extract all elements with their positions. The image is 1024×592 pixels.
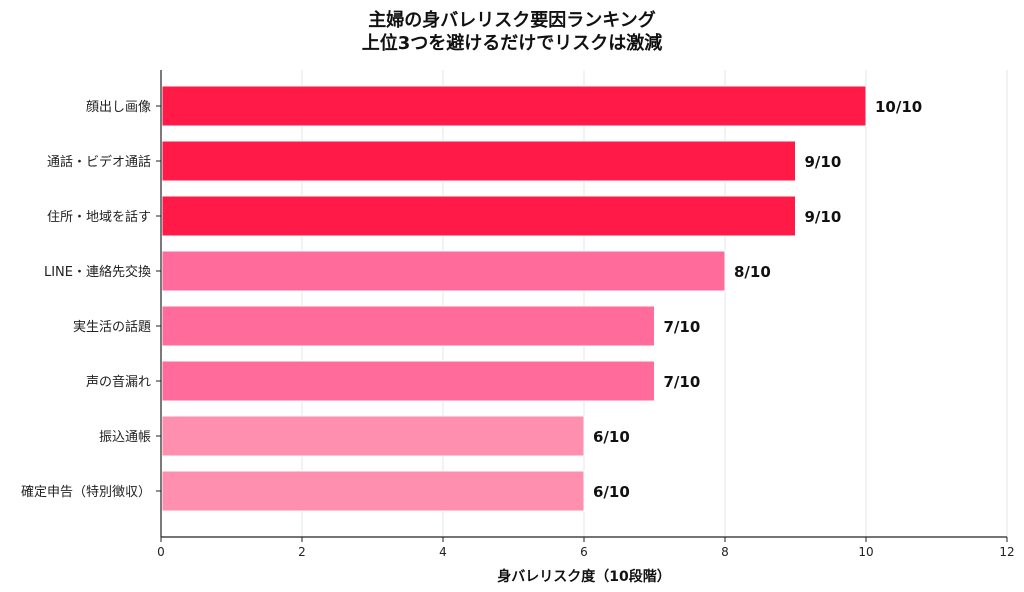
x-tick-label: 4 [439, 545, 447, 559]
label-layer: 0 2 4 6 8 10 12 顔出し画像 10/10 通話・ビデオ通話 9/10 住所・地域を話す 9… [21, 98, 1015, 559]
grid-layer [301, 70, 1008, 537]
category-label: 振込通帳 [99, 430, 151, 445]
category-label: 通話・ビデオ通話 [47, 154, 151, 170]
bar [161, 140, 796, 182]
category-label: 声の音漏れ [86, 374, 151, 390]
data-label: 9/10 [805, 153, 842, 171]
category-label: LINE・連絡先交換 [44, 264, 151, 280]
x-tick-label: 12 [999, 545, 1014, 559]
data-label: 10/10 [875, 98, 922, 116]
category-label: 顔出し画像 [86, 100, 151, 115]
data-label: 6/10 [593, 428, 630, 446]
chart-subtitle: 上位3つを避けるだけでリスクは激減 [361, 33, 663, 54]
data-label: 9/10 [805, 208, 842, 226]
x-tick-label: 6 [580, 545, 588, 559]
data-label: 8/10 [734, 263, 771, 281]
bar [161, 195, 796, 237]
bar [161, 85, 867, 127]
category-label: 住所・地域を話す [47, 209, 151, 225]
bar [161, 415, 585, 457]
bar [161, 360, 655, 402]
x-tick-label: 10 [858, 545, 873, 559]
bar [161, 250, 726, 292]
bar-layer [161, 85, 867, 512]
bar [161, 305, 655, 347]
category-label: 確定申告（特別徴収） [21, 484, 151, 500]
x-tick-label: 8 [721, 545, 729, 559]
data-label: 7/10 [664, 373, 701, 391]
x-tick-label: 0 [157, 545, 165, 559]
data-label: 6/10 [593, 483, 630, 501]
x-tick-label: 2 [298, 545, 306, 559]
bar [161, 470, 585, 512]
data-label: 7/10 [664, 318, 701, 336]
x-axis-title: 身バレリスク度（10段階） [497, 568, 670, 585]
category-label: 実生活の話題 [73, 319, 151, 335]
chart-title: 主婦の身バレリスク要因ランキング [368, 10, 656, 31]
